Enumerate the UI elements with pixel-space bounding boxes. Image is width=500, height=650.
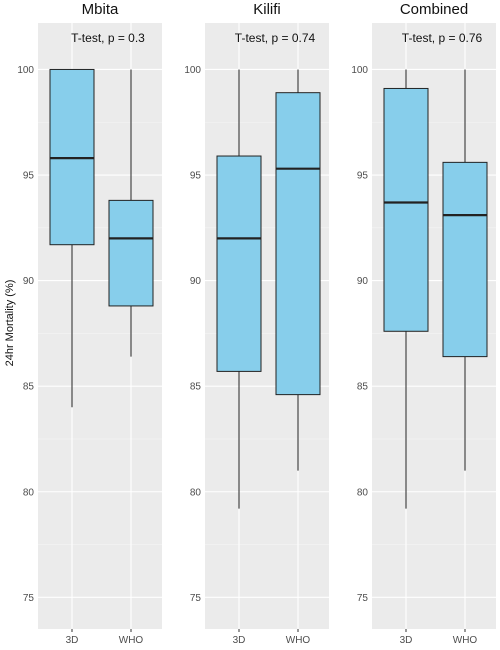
facet-title: Mbita — [82, 1, 119, 18]
x-tick-label: 3D — [400, 635, 413, 646]
facet-title: Combined — [400, 1, 468, 18]
iqr-box — [275, 92, 321, 396]
y-tick-label: 95 — [190, 171, 202, 182]
y-tick-label: 95 — [357, 171, 369, 182]
y-tick-label: 75 — [23, 593, 35, 604]
x-tick-label: WHO — [286, 635, 311, 646]
y-tick-label: 90 — [357, 276, 369, 287]
ttest-annotation: T-test, p = 0.3 — [71, 31, 145, 45]
panel-kilifi: 75 80 85 90 95 100 Kilifi 3D WHO T-test, p = 0.74 — [184, 1, 329, 646]
iqr-box — [442, 161, 488, 358]
ttest-annotation: T-test, p = 0.74 — [235, 31, 316, 45]
y-tick-label: 95 — [23, 171, 35, 182]
y-tick-label: 100 — [17, 65, 34, 76]
y-axis-label: 24hr Mortality (%) — [4, 280, 16, 367]
y-tick-label: 85 — [190, 382, 202, 393]
box-3d — [216, 69, 262, 509]
y-tick-label: 85 — [23, 382, 35, 393]
y-tick-label: 75 — [357, 593, 369, 604]
y-tick-label: 80 — [357, 487, 369, 498]
x-tick-label: WHO — [453, 635, 478, 646]
y-tick-label: 80 — [190, 487, 202, 498]
box-3d — [49, 68, 95, 408]
y-tick-label: 90 — [23, 276, 35, 287]
box-who — [442, 69, 488, 471]
panel-combined: 75 80 85 90 95 100 Combined 3D WHO T-test, p = 0.… — [351, 1, 496, 646]
iqr-box — [108, 199, 154, 307]
x-tick-label: 3D — [233, 635, 246, 646]
y-tick-label: 75 — [190, 593, 202, 604]
iqr-box — [383, 87, 429, 332]
iqr-box — [216, 155, 262, 372]
box-who — [108, 69, 154, 357]
x-tick-label: WHO — [119, 635, 144, 646]
y-tick-label: 80 — [23, 487, 35, 498]
facet-title: Kilifi — [253, 1, 281, 18]
x-tick-label: 3D — [66, 635, 79, 646]
y-tick-label: 85 — [357, 382, 369, 393]
y-tick-label: 100 — [351, 65, 368, 76]
box-3d — [383, 69, 429, 509]
box-who — [275, 69, 321, 471]
ttest-annotation: T-test, p = 0.76 — [402, 31, 483, 45]
y-tick-label: 100 — [184, 65, 201, 76]
y-tick-label: 90 — [190, 276, 202, 287]
panel-mbita: 75 80 85 90 95 100 Mbita 3D WHO T-test, p = 0.3 — [17, 1, 162, 646]
